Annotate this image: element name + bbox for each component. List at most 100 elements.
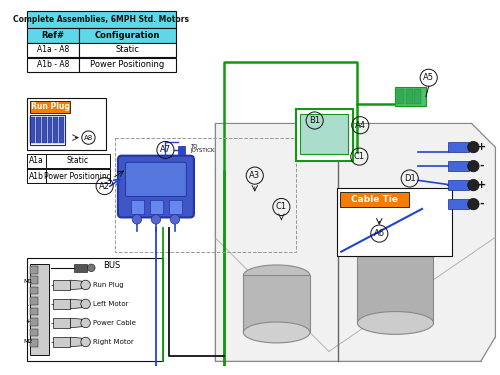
Bar (448, 180, 468, 190)
Bar (406, 89, 412, 104)
Polygon shape (215, 123, 495, 361)
Bar (30, 276, 38, 284)
Text: A1a: A1a (29, 156, 43, 165)
Bar (358, 256, 434, 323)
Bar (79, 42, 176, 57)
Bar (30, 328, 38, 336)
Bar (30, 117, 35, 143)
Bar (54, 280, 70, 290)
FancyBboxPatch shape (126, 162, 186, 196)
Text: +: + (26, 318, 30, 324)
Bar (26, 28, 79, 42)
Text: Run Plug: Run Plug (93, 282, 124, 288)
Circle shape (81, 299, 90, 309)
Bar (131, 200, 143, 214)
Bar (30, 287, 38, 294)
Text: C1: C1 (276, 202, 287, 211)
Text: A8: A8 (84, 135, 93, 141)
Text: BUS: BUS (104, 261, 121, 270)
Bar (26, 42, 79, 57)
Bar (26, 154, 110, 168)
Bar (398, 89, 404, 104)
Bar (54, 117, 58, 143)
Bar (296, 109, 352, 161)
Circle shape (81, 318, 90, 328)
Circle shape (170, 214, 179, 224)
Text: Cable Tie: Cable Tie (351, 195, 398, 204)
FancyBboxPatch shape (118, 156, 194, 218)
Text: A3: A3 (249, 171, 260, 180)
Bar (79, 58, 176, 72)
Circle shape (88, 264, 95, 272)
Text: TO: TO (190, 144, 198, 148)
Text: Power Positioning: Power Positioning (44, 172, 112, 181)
Bar (74, 264, 88, 272)
Polygon shape (70, 318, 82, 328)
Bar (396, 87, 426, 106)
Circle shape (151, 214, 160, 224)
Circle shape (468, 160, 479, 172)
Bar (30, 115, 64, 145)
Text: -: - (27, 303, 29, 308)
Bar (30, 318, 38, 326)
Circle shape (81, 280, 90, 290)
Text: Static: Static (116, 45, 140, 54)
Bar (300, 114, 348, 154)
Ellipse shape (244, 265, 310, 286)
Text: Power Positioning: Power Positioning (90, 60, 164, 69)
Bar (244, 275, 310, 333)
Bar (26, 169, 46, 183)
Bar (448, 142, 468, 152)
Bar (48, 117, 52, 143)
Ellipse shape (358, 245, 434, 268)
Bar (36, 117, 41, 143)
Text: A5: A5 (423, 73, 434, 82)
Text: Static: Static (67, 156, 89, 165)
Bar (30, 264, 48, 355)
Bar (26, 169, 110, 183)
Bar (115, 138, 296, 252)
Bar (54, 337, 70, 347)
Bar (340, 192, 409, 207)
Text: A1a - A8: A1a - A8 (36, 45, 69, 54)
Text: JOYSTICK: JOYSTICK (190, 148, 214, 153)
Text: M2: M2 (24, 339, 33, 345)
Bar (169, 200, 181, 214)
Ellipse shape (244, 322, 310, 343)
Bar (336, 188, 452, 256)
Text: -: - (480, 161, 484, 171)
Bar (54, 318, 70, 328)
Polygon shape (70, 337, 82, 347)
Bar (42, 117, 46, 143)
Bar (448, 161, 468, 171)
Text: Complete Assemblies, 6MPH Std. Motors: Complete Assemblies, 6MPH Std. Motors (14, 15, 190, 24)
Bar (30, 100, 70, 113)
Bar (30, 297, 38, 305)
Circle shape (468, 179, 479, 191)
Text: A1b: A1b (28, 172, 44, 181)
Bar (30, 266, 38, 273)
Bar (79, 28, 176, 42)
Circle shape (468, 141, 479, 153)
Text: -: - (480, 199, 484, 209)
Bar (26, 58, 79, 72)
Bar (30, 308, 38, 315)
Text: Run Plug: Run Plug (30, 102, 70, 111)
Text: C1: C1 (354, 152, 365, 161)
Text: B1: B1 (309, 116, 320, 125)
Bar (54, 299, 70, 309)
Text: M1: M1 (24, 279, 32, 284)
Text: Power Cable: Power Cable (93, 320, 136, 326)
Text: Left Motor: Left Motor (93, 301, 128, 307)
Bar (59, 117, 64, 143)
Text: +: + (478, 142, 486, 152)
Circle shape (132, 214, 141, 224)
Bar (178, 146, 186, 154)
Text: D1: D1 (404, 174, 415, 183)
Text: A6: A6 (374, 229, 385, 238)
Text: Ref#: Ref# (42, 31, 64, 40)
Bar (414, 89, 421, 104)
Polygon shape (70, 280, 82, 290)
Text: Configuration: Configuration (94, 31, 160, 40)
Bar (26, 258, 162, 361)
